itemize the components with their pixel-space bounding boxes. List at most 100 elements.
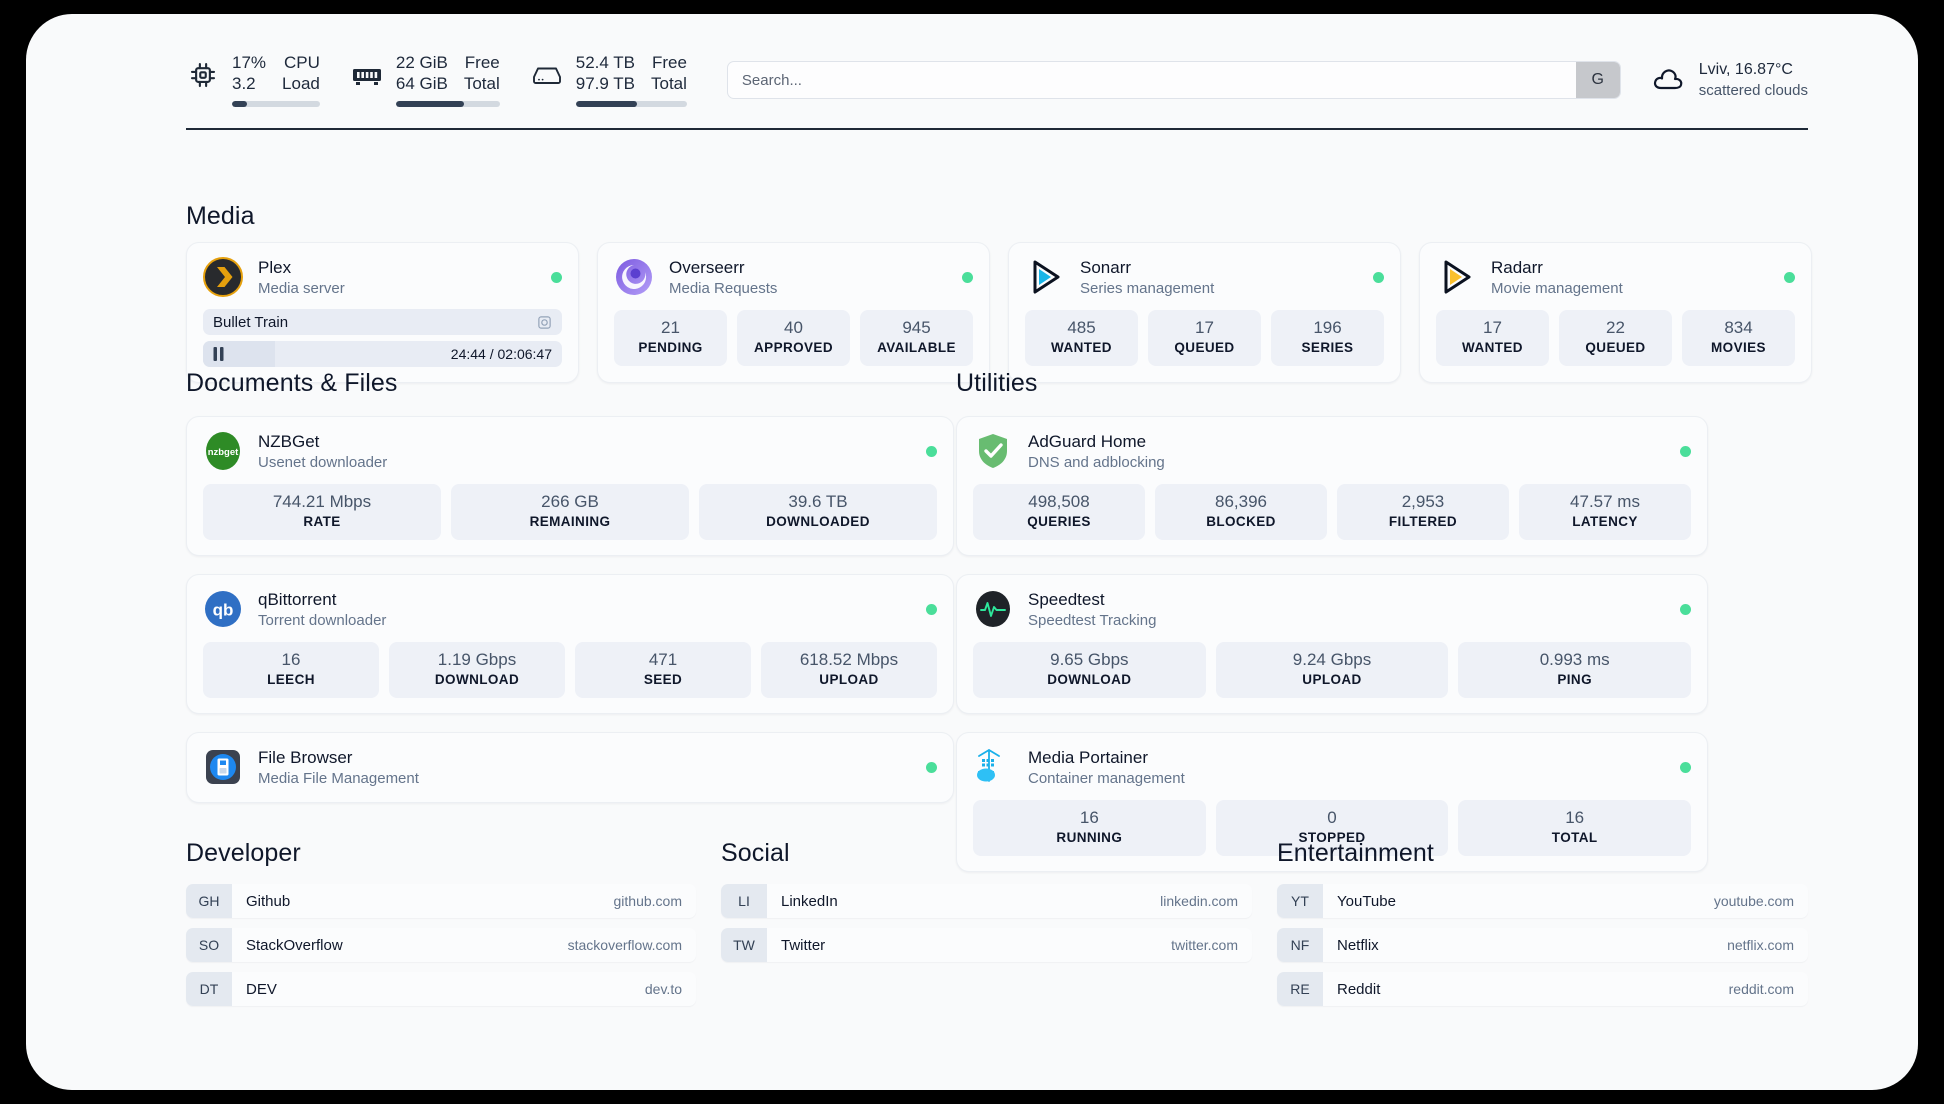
now-playing-title: Bullet Train [213,313,289,331]
service-subtitle: Media server [258,279,345,297]
service-card[interactable]: Sonarr Series management 485 WANTED 17 QUEUED… [1008,242,1401,383]
stat-tile[interactable]: 0 STOPPED [1215,800,1449,856]
stat-tile-row: 21 PENDING 40 APPROVED 945 AVAILABLE [614,310,973,366]
stat-tile[interactable]: 2,953 FILTERED [1337,484,1509,540]
stat-tile-value: 2,953 [1401,492,1445,511]
stat-tile[interactable]: 0.993 ms PING [1458,642,1692,698]
bookmark-abbr: NF [1277,928,1323,962]
header-divider [186,128,1808,130]
stat-tile[interactable]: 1.19 Gbps DOWNLOAD [389,642,565,698]
stat-tile[interactable]: 16 LEECH [203,642,379,698]
stat-tile-label: DOWNLOAD [434,672,520,687]
pause-icon[interactable] [213,347,224,361]
bookmark-group: Social LI LinkedIn linkedin.com TW Twitter twi… [721,839,1252,1006]
bookmark-item[interactable]: LI LinkedIn linkedin.com [721,884,1252,918]
stat-tile[interactable]: 21 PENDING [614,310,727,366]
stat-tile[interactable]: 16 RUNNING [973,800,1206,856]
search-submit-button[interactable]: G [1575,62,1620,98]
service-card-header: Plex Media server [203,257,562,297]
bookmark-item[interactable]: TW Twitter twitter.com [721,928,1252,962]
stat-tile-row: 17 WANTED 22 QUEUED 834 MOVIES [1436,310,1795,366]
service-card[interactable]: Plex Media server Bullet Train 24:44 / 02:0… [186,242,579,383]
stat-tile[interactable]: 485 WANTED [1025,310,1138,366]
service-card-header: Sonarr Series management [1025,257,1384,297]
stat-tile[interactable]: 196 SERIES [1271,310,1384,366]
service-subtitle: Container management [1028,769,1185,787]
stat-tile[interactable]: 22 QUEUED [1559,310,1672,366]
stat-tile-label: LATENCY [1572,514,1638,529]
speedtest-logo-icon [973,589,1013,629]
media-portainer-logo-icon [973,747,1013,787]
stat-tile[interactable]: 17 WANTED [1436,310,1549,366]
status-badge [1680,603,1691,615]
stat-tile-value: 21 [661,318,680,337]
bookmark-item[interactable]: GH Github github.com [186,884,696,918]
cast-icon[interactable] [537,315,552,330]
dashboard-page: 17% CPU 3.2 Load 22 GiB Free 64 GiB Total 52.4 T… [26,14,1918,1090]
system-stats: 17% CPU 3.2 Load 22 GiB Free 64 GiB Total 52.4 T… [186,53,687,107]
stat-tile[interactable]: 744.21 Mbps RATE [203,484,441,540]
system-stat-label-2: Load [282,74,320,93]
service-name: AdGuard Home [1028,431,1147,451]
bookmark-item[interactable]: SO StackOverflow stackoverflow.com [186,928,696,962]
stat-tile-label: QUEUED [1174,340,1235,355]
stat-tile[interactable]: 39.6 TB DOWNLOADED [699,484,937,540]
stat-tile[interactable]: 16 TOTAL [1458,800,1692,856]
stat-tile[interactable]: 834 MOVIES [1682,310,1795,366]
stat-tile-value: 17 [1483,318,1502,337]
service-subtitle: Series management [1080,279,1215,297]
system-stat-value-1: 17% [232,53,267,72]
now-playing-bar[interactable]: Bullet Train [203,309,562,335]
stat-tile-row: 498,508 QUERIES 86,396 BLOCKED 2,953 FILTERED… [973,484,1691,540]
service-card[interactable]: Speedtest Speedtest Tracking 9.65 Gbps DOWN… [956,574,1708,714]
service-card[interactable]: AdGuard Home DNS and adblocking 498,508 QUE… [956,416,1708,556]
stat-tile[interactable]: 86,396 BLOCKED [1155,484,1327,540]
bookmark-item[interactable]: DT DEV dev.to [186,972,696,1006]
stat-tile[interactable]: 618.52 Mbps UPLOAD [761,642,937,698]
bookmark-url: reddit.com [1728,981,1794,997]
system-stat-rows: 22 GiB Free 64 GiB Total [396,53,500,94]
stat-tile[interactable]: 17 QUEUED [1148,310,1261,366]
service-card[interactable]: qb qBittorrent Torrent downloader 16 LEECH 1.… [186,574,954,714]
service-card-names: NZBGet Usenet downloader [258,432,387,471]
system-stat-body: 17% CPU 3.2 Load [232,53,320,107]
service-card[interactable]: Radarr Movie management 17 WANTED 22 QUEUED 83… [1419,242,1812,383]
stat-tile[interactable]: 266 GB REMAINING [451,484,689,540]
plex-logo-icon [203,257,243,297]
stat-tile[interactable]: 40 APPROVED [737,310,850,366]
stat-tile-value: 0.993 ms [1539,650,1610,669]
service-card[interactable]: nzbget NZBGet Usenet downloader 744.21 Mbps… [186,416,954,556]
bookmark-item[interactable]: RE Reddit reddit.com [1277,972,1808,1006]
stat-tile[interactable]: 9.65 Gbps DOWNLOAD [973,642,1206,698]
service-card-names: Sonarr Series management [1080,258,1214,297]
stat-tile[interactable]: 945 AVAILABLE [860,310,973,366]
stat-tile[interactable]: 9.24 Gbps UPLOAD [1215,642,1449,698]
stat-tile[interactable]: 47.57 ms LATENCY [1519,484,1691,540]
stat-tile-label: PING [1557,672,1592,687]
bookmark-name: DEV [246,980,277,998]
service-card[interactable]: File Browser Media File Management [186,732,954,803]
system-stat-body: 52.4 TB Free 97.9 TB Total [575,53,687,107]
cpu-icon [186,58,220,92]
bookmark-item[interactable]: YT YouTube youtube.com [1277,884,1808,918]
bookmark-group-title: Entertainment [1277,839,1434,867]
search-input[interactable] [727,62,1576,98]
playback-progress-bar[interactable]: 24:44 / 02:06:47 [203,341,562,367]
stat-tile[interactable]: 471 SEED [575,642,751,698]
service-card[interactable]: Media Portainer Container management 16 RUN… [956,732,1708,872]
stat-tile-row: 16 RUNNING 0 STOPPED 16 TOTAL [973,800,1692,856]
search-box[interactable]: G [726,61,1621,99]
service-name: NZBGet [258,431,320,451]
header-bar: 17% CPU 3.2 Load 22 GiB Free 64 GiB Total 52.4 T… [186,40,1808,120]
service-card-names: Media Portainer Container management [1028,748,1185,787]
status-badge [1784,271,1795,283]
service-subtitle: Media File Management [258,769,419,787]
stat-tile[interactable]: 498,508 QUERIES [973,484,1145,540]
stat-tile-row: 485 WANTED 17 QUEUED 196 SERIES [1025,310,1384,366]
service-card-names: qBittorrent Torrent downloader [258,590,386,629]
stat-tile-label: FILTERED [1388,514,1458,529]
service-card[interactable]: Overseerr Media Requests 21 PENDING 40 APPROV… [597,242,990,383]
stat-tile-value: 485 [1067,318,1096,337]
bookmark-item[interactable]: NF Netflix netflix.com [1277,928,1808,962]
weather-widget: Lviv, 16.87°C scattered clouds [1651,61,1808,99]
